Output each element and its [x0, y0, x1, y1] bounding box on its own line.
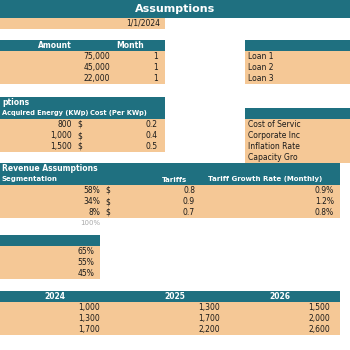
- Text: Cost (Per KWp): Cost (Per KWp): [90, 111, 146, 117]
- Text: 58%: 58%: [83, 186, 100, 195]
- Text: 800: 800: [57, 120, 72, 129]
- Bar: [245, 141, 350, 152]
- Text: 1,700: 1,700: [198, 314, 220, 323]
- Text: $: $: [105, 197, 110, 206]
- Text: 1: 1: [153, 74, 158, 83]
- Text: 2,200: 2,200: [198, 325, 220, 334]
- Bar: [0, 130, 165, 141]
- Text: Corporate Inc: Corporate Inc: [248, 131, 300, 140]
- Text: 1: 1: [153, 52, 158, 61]
- Bar: [0, 51, 165, 62]
- Text: 1,300: 1,300: [198, 303, 220, 312]
- Text: Loan 3: Loan 3: [248, 74, 274, 83]
- Text: 75,000: 75,000: [83, 52, 110, 61]
- Text: Revenue Assumptions: Revenue Assumptions: [2, 164, 98, 173]
- Bar: [245, 130, 350, 141]
- Text: Segmentation: Segmentation: [2, 176, 58, 182]
- Bar: [0, 73, 165, 84]
- Bar: [0, 108, 165, 119]
- Text: 65%: 65%: [77, 247, 94, 256]
- Text: 0.9: 0.9: [183, 197, 195, 206]
- Text: Loan 1: Loan 1: [248, 52, 273, 61]
- Text: 8%: 8%: [88, 208, 100, 217]
- Bar: [0, 119, 165, 130]
- Bar: [245, 73, 350, 84]
- Text: 55%: 55%: [77, 258, 94, 267]
- Text: Inflation Rate: Inflation Rate: [248, 142, 300, 151]
- Bar: [0, 291, 340, 302]
- Bar: [0, 302, 340, 313]
- Text: 1,500: 1,500: [50, 142, 72, 151]
- Text: 0.4: 0.4: [146, 131, 158, 140]
- Text: $: $: [77, 142, 82, 151]
- Text: Amount: Amount: [38, 41, 72, 50]
- Bar: [0, 18, 165, 29]
- Text: $: $: [77, 131, 82, 140]
- Bar: [0, 313, 340, 324]
- Bar: [0, 268, 100, 279]
- Text: Assumptions: Assumptions: [135, 4, 215, 14]
- Bar: [0, 141, 165, 152]
- Bar: [0, 62, 165, 73]
- Bar: [0, 246, 100, 257]
- Bar: [245, 119, 350, 130]
- Bar: [0, 196, 340, 207]
- Bar: [245, 62, 350, 73]
- Text: Acquired Energy (KWp): Acquired Energy (KWp): [2, 111, 89, 117]
- Text: 1,700: 1,700: [78, 325, 100, 334]
- Text: 1,000: 1,000: [78, 303, 100, 312]
- Text: 0.9%: 0.9%: [315, 186, 334, 195]
- Text: 2024: 2024: [44, 292, 65, 301]
- Text: $: $: [105, 208, 110, 217]
- Text: 0.8%: 0.8%: [315, 208, 334, 217]
- Bar: [0, 185, 340, 196]
- Text: 1/1/2024: 1/1/2024: [126, 19, 160, 28]
- Bar: [0, 40, 165, 51]
- Bar: [245, 51, 350, 62]
- Bar: [0, 235, 100, 246]
- Text: 2,600: 2,600: [308, 325, 330, 334]
- Text: Tariffs: Tariffs: [162, 176, 188, 182]
- Bar: [245, 108, 350, 119]
- Text: 1,000: 1,000: [50, 131, 72, 140]
- Text: $: $: [105, 186, 110, 195]
- Text: 100%: 100%: [80, 220, 100, 226]
- Bar: [0, 0, 350, 18]
- Bar: [0, 207, 340, 218]
- Text: 1,300: 1,300: [78, 314, 100, 323]
- Text: 1.2%: 1.2%: [315, 197, 334, 206]
- Bar: [0, 324, 340, 335]
- Bar: [0, 163, 340, 174]
- Text: 45%: 45%: [77, 269, 94, 278]
- Text: ptions: ptions: [2, 98, 29, 107]
- Text: 45,000: 45,000: [83, 63, 110, 72]
- Text: 2025: 2025: [164, 292, 186, 301]
- Text: Capacity Gro: Capacity Gro: [248, 153, 298, 162]
- Bar: [245, 40, 350, 51]
- Text: $: $: [77, 120, 82, 129]
- Text: 0.8: 0.8: [183, 186, 195, 195]
- Text: 1: 1: [153, 63, 158, 72]
- Text: Loan 2: Loan 2: [248, 63, 273, 72]
- Bar: [0, 257, 100, 268]
- Text: 0.7: 0.7: [183, 208, 195, 217]
- Bar: [0, 174, 340, 185]
- Text: Month: Month: [116, 41, 144, 50]
- Bar: [245, 152, 350, 163]
- Text: 0.5: 0.5: [146, 142, 158, 151]
- Bar: [0, 97, 165, 108]
- Text: 2,000: 2,000: [308, 314, 330, 323]
- Text: 2026: 2026: [270, 292, 290, 301]
- Text: 0.2: 0.2: [146, 120, 158, 129]
- Text: Tariff Growth Rate (Monthly): Tariff Growth Rate (Monthly): [208, 176, 322, 182]
- Text: 1,500: 1,500: [308, 303, 330, 312]
- Text: 22,000: 22,000: [84, 74, 110, 83]
- Text: 34%: 34%: [83, 197, 100, 206]
- Text: Cost of Servic: Cost of Servic: [248, 120, 301, 129]
